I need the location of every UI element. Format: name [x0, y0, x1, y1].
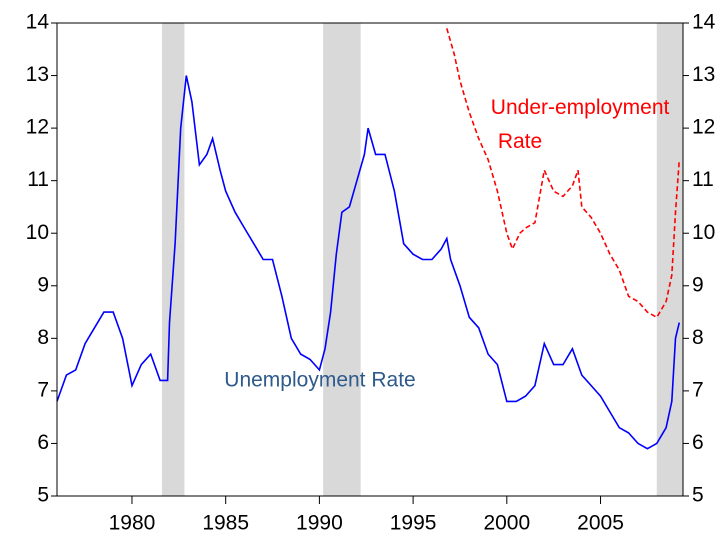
y-tick-label: 10	[26, 221, 49, 244]
y2-tick-label: 14	[692, 11, 716, 34]
y-tick-label: 14	[26, 11, 50, 34]
y-tick-label: 7	[37, 378, 49, 401]
y2-tick-label: 8	[692, 326, 704, 349]
x-tick-label: 1995	[390, 512, 437, 535]
y2-tick-label: 7	[692, 378, 704, 401]
y-tick-label: 13	[26, 63, 49, 86]
x-tick-label: 1980	[109, 512, 156, 535]
y2-tick-label: 5	[692, 484, 704, 507]
series-line	[446, 28, 681, 319]
x-tick-label: 1990	[296, 512, 343, 535]
y2-tick-label: 12	[692, 116, 715, 139]
series-label: Unemployment Rate	[224, 369, 415, 392]
y-tick-label: 5	[37, 484, 49, 507]
y-tick-label: 9	[37, 273, 49, 296]
recession-band	[656, 23, 683, 496]
y2-tick-label: 9	[692, 273, 704, 296]
y2-tick-label: 6	[692, 431, 704, 454]
y-tick-label: 6	[37, 431, 49, 454]
y2-tick-label: 13	[692, 63, 715, 86]
y-tick-label: 12	[26, 116, 49, 139]
series-line	[56, 75, 681, 450]
y2-tick-label: 10	[692, 221, 715, 244]
x-tick-label: 1985	[202, 512, 249, 535]
y2-tick-label: 11	[692, 168, 714, 191]
recession-band	[323, 23, 361, 496]
y-tick-label: 8	[37, 326, 49, 349]
y-tick-label: 11	[27, 168, 49, 191]
x-tick-label: 2005	[577, 512, 624, 535]
x-tick-label: 2000	[483, 512, 530, 535]
series-label: Under-employment Rate	[491, 96, 675, 153]
plot-frame	[56, 22, 684, 497]
